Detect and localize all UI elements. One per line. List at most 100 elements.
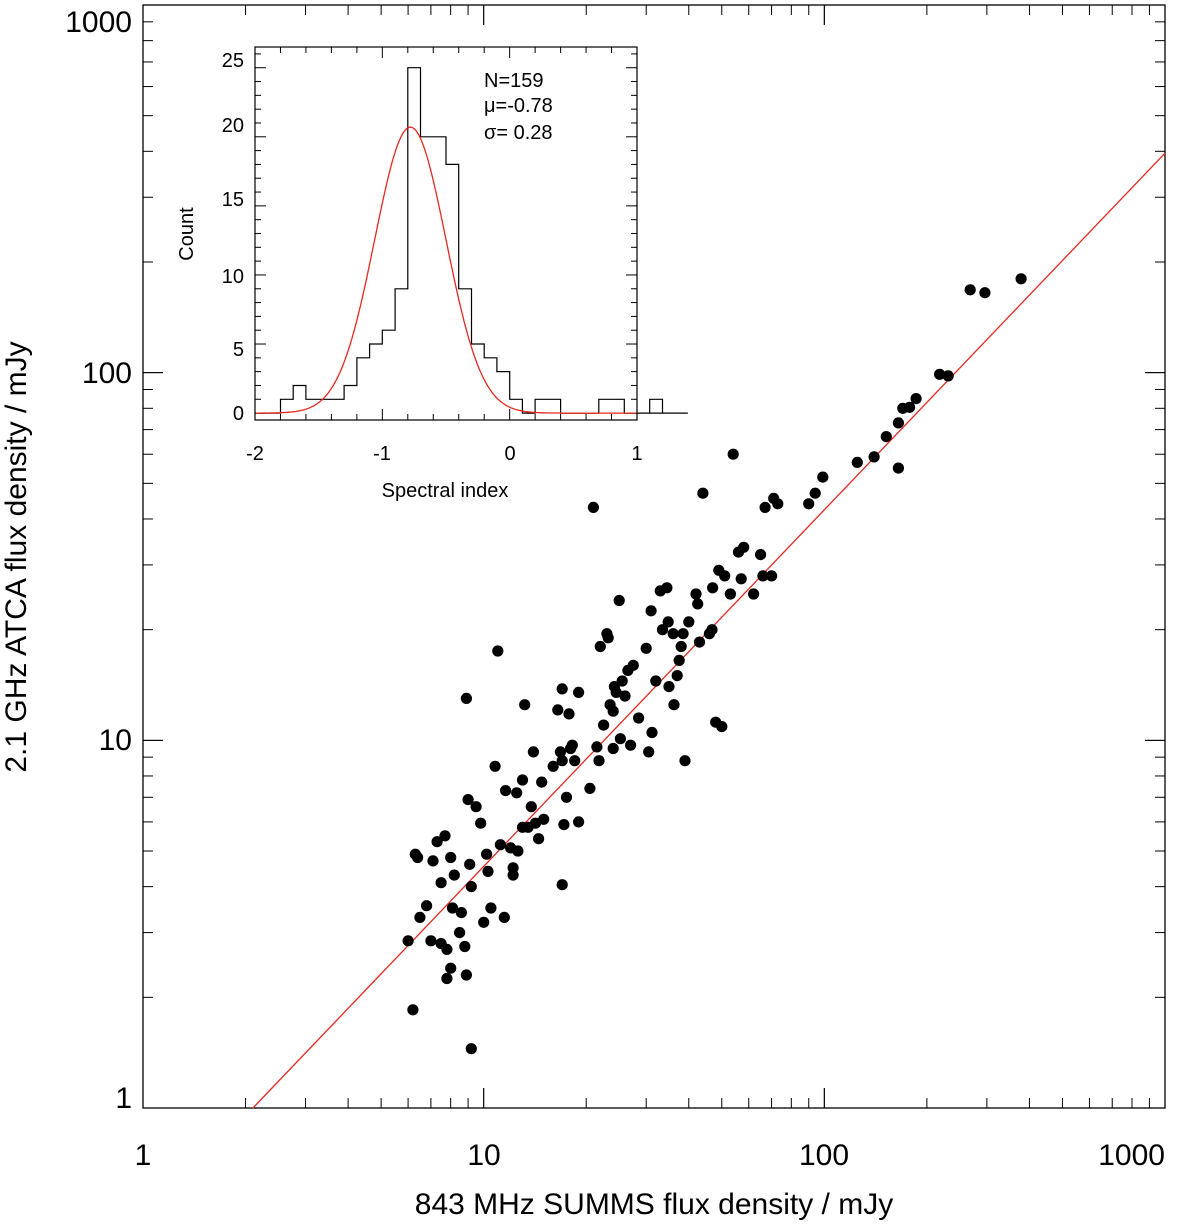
data-point-133 bbox=[868, 451, 880, 463]
inset-histogram: -2 -1 0 1 0 5 10 15 20 25 Spectral index… bbox=[176, 46, 688, 502]
data-point-77 bbox=[607, 705, 619, 717]
data-point-40 bbox=[507, 862, 519, 874]
x-tick-label-1: 1 bbox=[135, 1139, 152, 1172]
data-point-30 bbox=[481, 848, 493, 860]
data-point-58 bbox=[556, 879, 568, 891]
data-point-135 bbox=[892, 462, 905, 474]
data-point-88 bbox=[640, 642, 652, 654]
data-point-14 bbox=[445, 962, 457, 974]
inset-x-tick-label-m1: -1 bbox=[373, 443, 391, 465]
data-point-91 bbox=[646, 726, 658, 739]
main-scatter-points bbox=[402, 273, 1027, 1055]
data-point-41 bbox=[511, 787, 523, 799]
data-point-53 bbox=[547, 760, 559, 772]
data-point-28 bbox=[475, 817, 487, 829]
data-point-66 bbox=[573, 686, 585, 699]
data-point-70 bbox=[593, 755, 605, 767]
data-point-99 bbox=[668, 699, 680, 711]
inset-x-tick-label-1: 1 bbox=[631, 443, 642, 465]
histogram-steps bbox=[255, 67, 688, 414]
data-point-123 bbox=[755, 549, 767, 561]
data-point-81 bbox=[614, 733, 627, 745]
data-point-115 bbox=[716, 721, 728, 733]
data-point-95 bbox=[661, 582, 673, 594]
data-point-12 bbox=[441, 943, 453, 956]
data-point-90 bbox=[645, 605, 657, 617]
data-point-124 bbox=[757, 570, 769, 582]
data-point-55 bbox=[554, 746, 567, 758]
data-point-118 bbox=[727, 448, 739, 460]
data-point-52 bbox=[538, 813, 550, 825]
data-point-129 bbox=[803, 498, 815, 510]
x-axis-label: 843 MHz SUMMS flux density / mJy bbox=[415, 1188, 893, 1221]
data-point-57 bbox=[556, 683, 568, 695]
inset-y-tick-label-10: 10 bbox=[222, 266, 244, 288]
main-axes-ticks bbox=[142, 4, 1166, 1109]
data-point-60 bbox=[560, 791, 573, 803]
data-point-101 bbox=[673, 654, 685, 667]
data-point-131 bbox=[817, 471, 829, 483]
data-point-96 bbox=[662, 616, 674, 628]
data-point-108 bbox=[693, 636, 706, 648]
data-point-29 bbox=[478, 916, 490, 928]
data-point-132 bbox=[851, 456, 863, 468]
data-point-54 bbox=[552, 704, 564, 716]
data-point-32 bbox=[485, 902, 497, 914]
data-point-120 bbox=[735, 573, 747, 585]
data-point-72 bbox=[598, 719, 610, 731]
data-point-86 bbox=[627, 659, 639, 671]
data-point-125 bbox=[759, 501, 771, 513]
data-point-22 bbox=[460, 692, 472, 705]
data-point-102 bbox=[675, 640, 687, 653]
data-point-80 bbox=[613, 594, 625, 607]
data-point-98 bbox=[667, 628, 679, 640]
data-point-87 bbox=[633, 712, 645, 724]
data-point-141 bbox=[942, 370, 954, 382]
inset-y-tick-label-0: 0 bbox=[233, 403, 244, 425]
data-point-63 bbox=[566, 739, 578, 751]
data-point-112 bbox=[707, 582, 719, 594]
data-point-36 bbox=[498, 911, 510, 924]
data-point-31 bbox=[482, 865, 494, 878]
inset-background bbox=[255, 47, 637, 420]
data-point-103 bbox=[677, 628, 689, 640]
data-point-15 bbox=[445, 851, 457, 864]
data-point-13 bbox=[441, 972, 453, 985]
data-point-92 bbox=[650, 675, 662, 687]
data-point-138 bbox=[904, 401, 916, 413]
data-point-64 bbox=[569, 755, 581, 767]
data-point-82 bbox=[616, 675, 628, 687]
data-point-21 bbox=[460, 969, 472, 981]
data-point-107 bbox=[692, 598, 704, 610]
data-point-43 bbox=[516, 774, 529, 786]
data-point-48 bbox=[527, 746, 540, 758]
data-point-79 bbox=[610, 686, 622, 699]
inset-frame bbox=[254, 46, 638, 421]
y-tick-label-1000: 1000 bbox=[65, 6, 132, 39]
data-point-19 bbox=[455, 907, 467, 919]
data-point-17 bbox=[448, 869, 460, 881]
data-point-8 bbox=[431, 836, 443, 848]
data-point-139 bbox=[910, 393, 922, 405]
data-point-67 bbox=[584, 782, 596, 795]
data-point-56 bbox=[556, 755, 568, 767]
data-point-126 bbox=[766, 570, 778, 582]
inset-y-tick-label-20: 20 bbox=[222, 115, 244, 137]
data-point-104 bbox=[679, 755, 691, 767]
data-point-42 bbox=[512, 845, 524, 857]
data-point-65 bbox=[573, 816, 585, 828]
data-point-34 bbox=[492, 645, 504, 657]
y-axis-label: 2.1 GHz ATCA flux density / mJy bbox=[0, 341, 33, 772]
data-point-74 bbox=[602, 632, 614, 644]
data-point-106 bbox=[690, 588, 702, 600]
data-point-26 bbox=[465, 1043, 477, 1055]
y-tick-label-1: 1 bbox=[115, 1082, 132, 1115]
data-point-11 bbox=[439, 830, 451, 842]
data-point-33 bbox=[489, 760, 501, 772]
data-point-7 bbox=[427, 855, 439, 867]
data-point-3 bbox=[412, 851, 424, 864]
data-point-140 bbox=[934, 368, 946, 380]
data-point-59 bbox=[558, 819, 570, 831]
data-point-35 bbox=[494, 839, 506, 851]
